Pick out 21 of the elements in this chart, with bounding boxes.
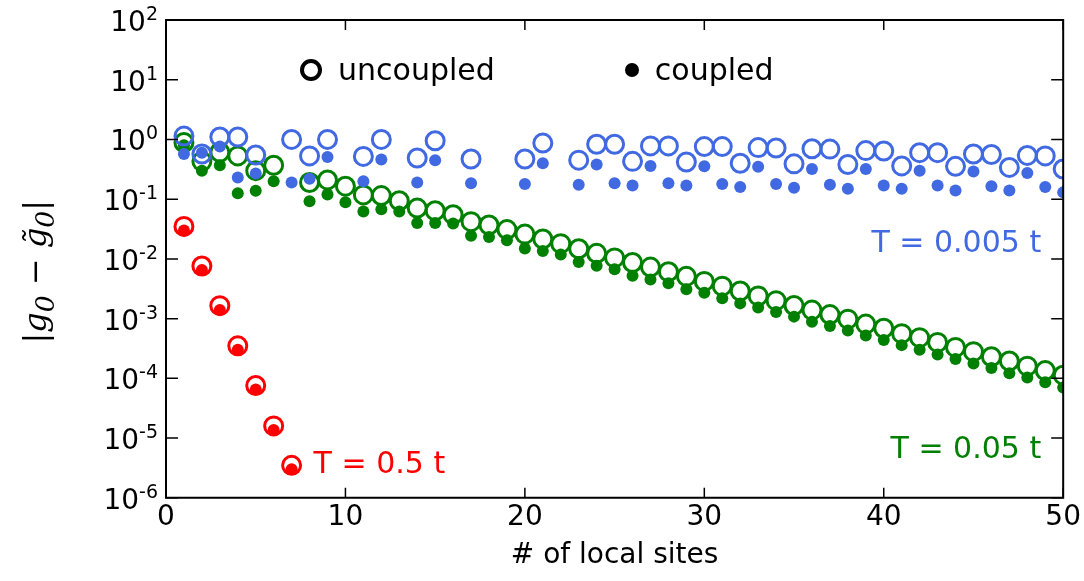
y-tick-label: 10$^{1}$ (110, 62, 158, 98)
annotation: T = 0.05 t (889, 429, 1042, 465)
x-tick-label: 40 (865, 498, 902, 532)
x-tick-label: 30 (686, 498, 723, 532)
x-tick-label: 0 (157, 498, 175, 532)
annotation: T = 0.5 t (312, 445, 446, 481)
x-tick-label: 20 (507, 498, 543, 532)
y-tick-label: 10$^{-4}$ (103, 360, 158, 397)
y-tick-label: 10$^{-2}$ (103, 241, 158, 277)
y-tick-label: 10$^{-3}$ (103, 300, 158, 337)
x-tick-label: 10 (327, 498, 364, 532)
annotation: coupled (654, 52, 774, 87)
y-tick-label: 10$^{2}$ (110, 2, 158, 38)
annotation: T = 0.005 t (870, 223, 1042, 259)
y-tick-label: 10$^{-6}$ (103, 480, 158, 516)
x-tick-label: 50 (1045, 498, 1082, 532)
y-tick-label: 10$^{-1}$ (103, 181, 158, 217)
annotation: uncoupled (338, 52, 495, 87)
x-axis-title: # of local sites (510, 537, 719, 571)
y-tick-label: 10$^{0}$ (110, 121, 158, 158)
y-tick-label: 10$^{-5}$ (103, 420, 158, 456)
